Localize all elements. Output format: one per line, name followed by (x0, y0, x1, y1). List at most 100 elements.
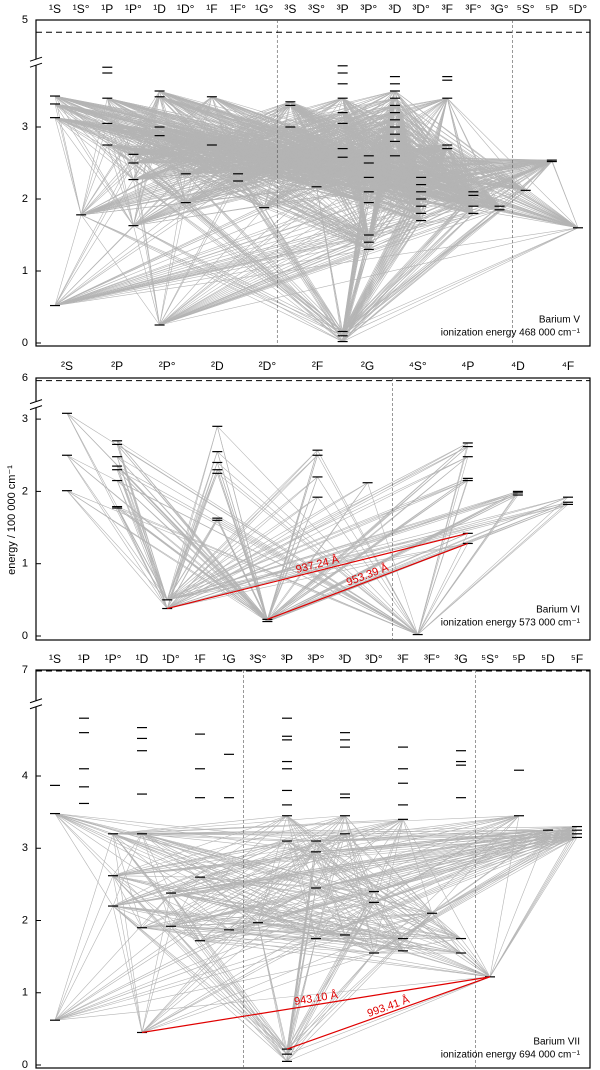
transition (446, 98, 474, 192)
transition (286, 815, 433, 914)
transition (167, 456, 468, 609)
transition (217, 451, 268, 620)
transition (217, 451, 418, 635)
transition (317, 450, 418, 635)
transition (211, 96, 369, 203)
transition (133, 162, 343, 342)
y-tick-label: 0 (22, 337, 28, 349)
transition (54, 191, 369, 306)
transition (394, 155, 500, 207)
transition (199, 938, 317, 942)
transition (257, 826, 578, 923)
transition (420, 144, 448, 200)
transition (286, 840, 491, 978)
transition (211, 144, 369, 243)
transition (133, 179, 160, 326)
transition (431, 829, 549, 914)
transition (159, 180, 239, 326)
transition (167, 476, 318, 601)
transition (315, 887, 404, 952)
transition (170, 925, 462, 939)
transition (54, 249, 369, 306)
transition (286, 952, 375, 1050)
transition (431, 829, 578, 914)
term-label: ²D (211, 359, 224, 373)
transition (257, 815, 288, 923)
transition (185, 101, 291, 175)
transition (211, 144, 422, 221)
transition (525, 159, 553, 191)
transition (394, 90, 579, 229)
transition (489, 830, 549, 977)
transition (316, 186, 343, 332)
transition (185, 96, 213, 203)
transition (141, 922, 259, 1033)
transition (166, 469, 218, 609)
transition (373, 902, 404, 951)
transition (317, 497, 418, 635)
transition (199, 840, 317, 878)
term-label: ⁴P (461, 359, 474, 373)
transition (373, 902, 462, 939)
transition (394, 126, 422, 221)
transition (344, 815, 491, 978)
term-label: ¹S (49, 652, 61, 666)
transition (316, 148, 343, 187)
transition (80, 126, 160, 216)
transition (167, 496, 318, 601)
transition (342, 242, 370, 332)
transition (420, 98, 448, 200)
term-label: ¹F (206, 2, 217, 16)
transition (81, 214, 343, 337)
transition (185, 202, 343, 342)
transition (159, 190, 526, 326)
transition (267, 497, 318, 620)
term-label: ¹P (101, 2, 113, 16)
transition (267, 482, 368, 620)
transition (141, 892, 172, 1033)
transition (54, 220, 422, 306)
transition (116, 444, 418, 635)
y-tick-label: 4 (22, 770, 28, 782)
transition (217, 426, 418, 635)
y-tick-label: 0 (22, 1059, 28, 1070)
axis-break-gap (30, 401, 42, 408)
transition (170, 826, 578, 894)
transition (54, 926, 172, 1021)
term-label: ³S° (250, 652, 267, 666)
transition (373, 891, 404, 951)
transition (80, 96, 160, 216)
transition (159, 195, 474, 326)
term-label: ¹P (78, 652, 90, 666)
transition (159, 135, 239, 182)
axis-break (29, 62, 43, 68)
transition (417, 456, 469, 635)
transition (159, 173, 239, 326)
transition (80, 123, 108, 215)
transition (112, 875, 288, 1055)
transition (402, 819, 433, 914)
transition (185, 144, 213, 203)
transition (159, 186, 317, 326)
term-label: ³F° (424, 652, 440, 666)
term-label: ⁴F (562, 359, 575, 373)
transition (373, 829, 549, 903)
transition (54, 191, 474, 306)
highlighted-transition (141, 976, 491, 1034)
term-label: ³D° (365, 652, 383, 666)
transition (489, 837, 578, 978)
transition (66, 490, 168, 609)
transition (267, 450, 318, 620)
transition (342, 205, 500, 342)
transition (368, 141, 396, 157)
transition (211, 96, 265, 208)
axis-break-gap (30, 59, 42, 66)
transition (133, 225, 343, 342)
transition (394, 141, 579, 229)
transition (54, 227, 579, 306)
term-label: ⁵P (513, 652, 526, 666)
transition (316, 90, 396, 187)
transition (112, 875, 201, 878)
transition (431, 815, 520, 914)
